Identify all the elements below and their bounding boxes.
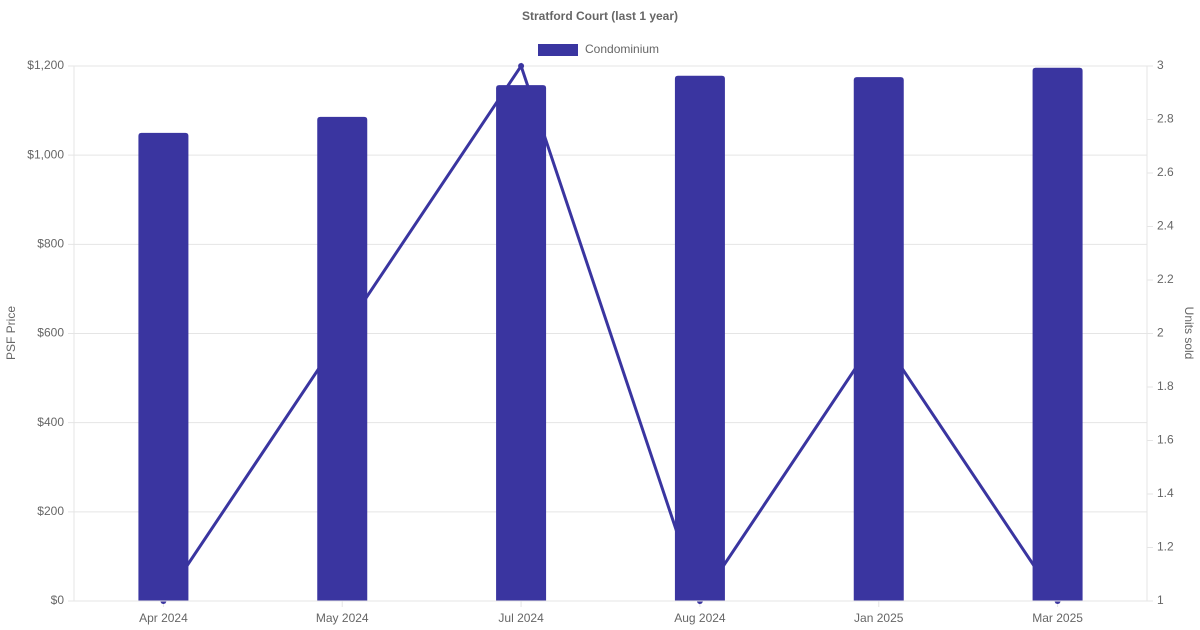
y2-tick-label: 2.8 [1157,112,1174,126]
bar [496,85,547,601]
y2-tick-label: 1.8 [1157,379,1174,393]
y-tick-label: $200 [37,504,64,518]
bar [853,77,904,602]
y-axis-title: PSF Price [4,306,18,360]
chart-title: Stratford Court (last 1 year) [522,9,678,23]
x-tick-label: Jan 2025 [854,611,904,625]
y2-tick-label: 3 [1157,58,1164,72]
y2-axis-title: Units sold [1182,307,1196,360]
y2-tick-label: 2.2 [1157,272,1174,286]
y2-tick-label: 2.6 [1157,165,1174,179]
y-tick-label: $800 [37,237,64,251]
legend-label: Condominium [585,42,659,56]
y2-tick-label: 1.2 [1157,540,1174,554]
y2-tick-label: 2.4 [1157,219,1174,233]
x-tick-label: Aug 2024 [674,611,726,625]
legend-swatch [538,44,578,56]
bar [674,75,725,601]
x-tick-label: Mar 2025 [1032,611,1083,625]
bar [317,116,368,601]
x-tick-label: Apr 2024 [139,611,188,625]
y2-tick-label: 1.4 [1157,486,1174,500]
y-tick-label: $1,200 [27,58,64,72]
bar [1032,67,1083,602]
x-tick-label: Jul 2024 [498,611,544,625]
line [162,62,1059,605]
y2-tick-label: 1.6 [1157,433,1174,447]
y2-tick-label: 2 [1157,326,1164,340]
x-tick-label: May 2024 [316,611,369,625]
line-point [518,63,525,69]
y-tick-label: $600 [37,326,64,340]
y-tick-label: $400 [37,415,64,429]
y-tick-label: $0 [51,593,65,607]
y2-tick-label: 1 [1157,593,1164,607]
bar [138,132,189,601]
y-tick-label: $1,000 [27,147,64,161]
